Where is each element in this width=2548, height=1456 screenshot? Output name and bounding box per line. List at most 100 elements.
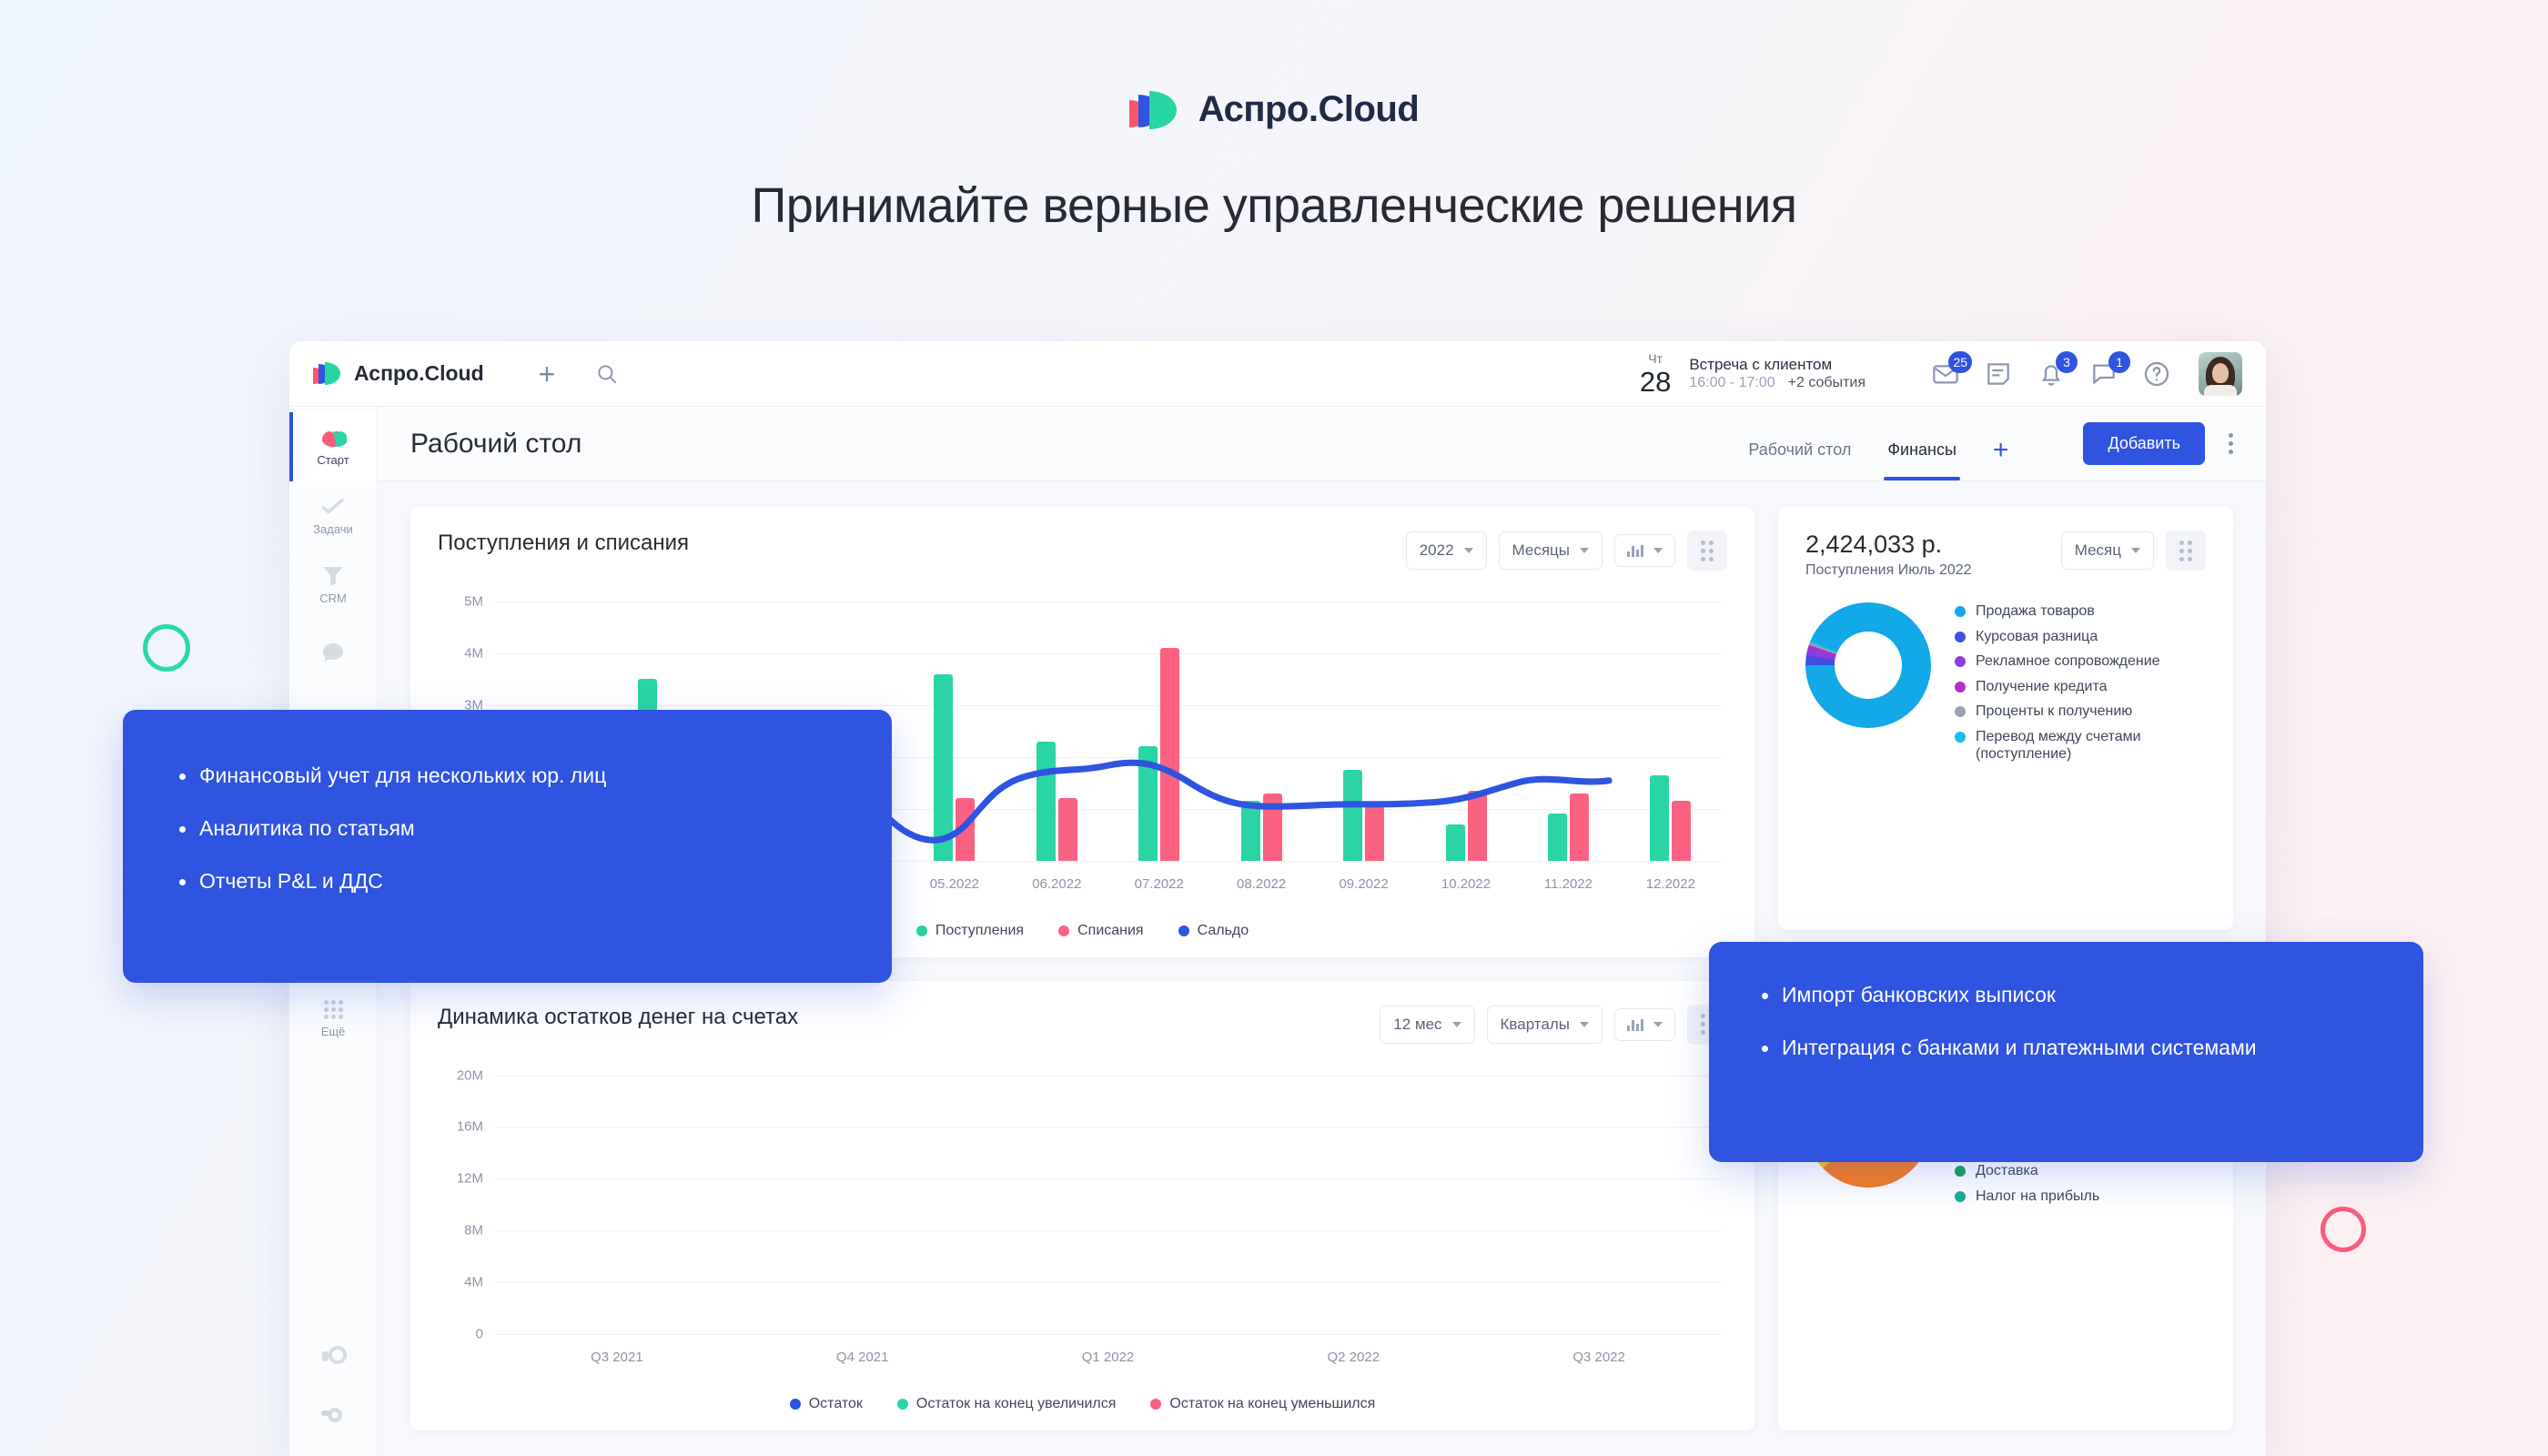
legend-item[interactable]: Курсовая разница — [1955, 628, 2206, 646]
legend-item[interactable]: Остаток на конец увеличился — [896, 1396, 1117, 1412]
legend-dot — [915, 925, 927, 936]
sidebar-item-label-more: Ещё — [320, 1025, 346, 1039]
calendar-date[interactable]: Чт 28 — [1640, 352, 1671, 396]
card-balance-dynamics: Динамика остатков денег на счетах 12 мес… — [410, 980, 1754, 1431]
income-donut-chart[interactable] — [1805, 602, 1931, 729]
year-select[interactable]: 2022 — [1405, 531, 1487, 570]
legend-label: Налог на прибыль — [1976, 1188, 2100, 1204]
tab-dashboard[interactable]: Рабочий стол — [1748, 440, 1852, 459]
aspro-logo-mark-small — [313, 362, 344, 385]
ytick-20m: 20M — [456, 1067, 483, 1083]
granularity-select-value: Кварталы — [1500, 1015, 1570, 1033]
xtick: Q1 2022 — [1081, 1350, 1135, 1365]
promo-logo: Аспро.Cloud — [0, 89, 2548, 130]
bell-icon[interactable]: 3 — [2037, 350, 2078, 389]
card-balance-dynamics-title: Динамика остатков денег на счетах — [438, 1004, 799, 1029]
bar-chart-icon — [1627, 1018, 1643, 1031]
sidebar-item-label-tasks: Задачи — [313, 522, 353, 537]
mail-icon[interactable]: 25 — [1931, 350, 1972, 389]
note-icon[interactable] — [1984, 359, 2013, 389]
legend-item[interactable]: Перевод между счетами (поступление) — [1955, 728, 2206, 763]
legend-dot — [1955, 681, 1966, 693]
legend-dot — [1955, 706, 1966, 718]
card-income-expense-title: Поступления и списания — [438, 531, 690, 555]
card-income-donut: 2,424,033 р. Поступления Июль 2022 Месяц — [1778, 507, 2233, 930]
legend-label: Остаток на конец уменьшился — [1169, 1396, 1376, 1411]
legend-item[interactable]: Рекламное сопровождение — [1955, 652, 2206, 671]
mail-badge: 25 — [1948, 350, 1972, 373]
legend-item[interactable]: Сальдо — [1178, 923, 1249, 939]
chevron-down-icon — [1580, 548, 1589, 553]
ytick-0: 0 — [475, 1326, 483, 1342]
support-icon[interactable] — [319, 1343, 347, 1371]
add-tab-icon[interactable]: + — [1992, 434, 2009, 465]
callout-left-item: Финансовый учет для нескольких юр. лиц — [174, 763, 841, 790]
bell-badge: 3 — [2056, 350, 2078, 373]
tab-finance[interactable]: Финансы — [1884, 420, 1960, 480]
sidebar-item-tasks[interactable]: Задачи — [289, 481, 377, 551]
legend-item[interactable]: Доставка — [1955, 1162, 2168, 1180]
legend-item[interactable]: Списания — [1058, 923, 1144, 939]
card-income-expense-controls: 2022 Месяцы — [1405, 531, 1727, 571]
ytick-12m: 12M — [456, 1170, 483, 1187]
bar-group — [1108, 602, 1210, 861]
next-event[interactable]: Встреча с клиентом 16:00 - 17:00 +2 собы… — [1689, 355, 1866, 392]
xtick: Q3 2021 — [591, 1350, 643, 1365]
bar-group — [1415, 602, 1517, 861]
grid-dots-icon — [319, 997, 347, 1021]
sidebar-item-chat[interactable] — [289, 620, 377, 689]
period-select[interactable]: Месяцы — [1498, 531, 1603, 570]
card-income-donut-header: 2,424,033 р. Поступления Июль 2022 Месяц — [1805, 531, 2206, 579]
income-expense-legend: Поступления Списания Сальдо — [438, 914, 1727, 939]
legend-label: Остаток на конец увеличился — [915, 1396, 1117, 1411]
app-brand[interactable]: Аспро.Cloud — [313, 361, 484, 386]
page-title: Рабочий стол — [410, 428, 582, 459]
legend-item[interactable]: Проценты к получению — [1955, 703, 2206, 721]
event-time: 16:00 - 17:00 — [1689, 375, 1775, 391]
help-icon[interactable] — [2142, 359, 2171, 389]
range-select[interactable]: 12 мес — [1380, 1005, 1475, 1044]
dashboard-tabs: Рабочий стол Финансы + — [1748, 407, 2008, 480]
legend-label: Продажа товаров — [1976, 603, 2095, 620]
legend-item[interactable]: Продажа товаров — [1955, 602, 2206, 621]
legend-item[interactable]: Налог на прибыль — [1955, 1188, 2168, 1206]
sidebar-item-label-start: Старт — [317, 453, 349, 468]
sidebar-item-crm[interactable]: CRM — [289, 551, 377, 620]
more-options-icon[interactable] — [2229, 433, 2233, 454]
legend-label: Остаток — [808, 1396, 863, 1411]
gear-icon[interactable] — [319, 1402, 347, 1431]
month-select[interactable]: Месяц — [2060, 531, 2154, 570]
balance-dynamics-xlabels: Q3 2021 Q4 2021 Q1 2022 Q2 2022 Q3 2022 — [494, 1350, 1722, 1365]
legend-item[interactable]: Остаток — [789, 1396, 863, 1412]
drag-handle-icon[interactable] — [1687, 531, 1727, 571]
legend-label: Проценты к получению — [1976, 703, 2133, 720]
sidebar-item-start[interactable]: Старт — [289, 412, 377, 481]
promo-headline: Принимайте верные управленческие решения — [751, 178, 1797, 233]
chart-type-select[interactable] — [1614, 534, 1675, 567]
xtick: Q2 2022 — [1327, 1350, 1380, 1365]
avatar[interactable] — [2199, 351, 2242, 396]
chat-rounded-icon — [319, 641, 347, 664]
topbar-right-group: Чт 28 Встреча с клиентом 16:00 - 17:00 +… — [1640, 350, 2242, 396]
income-donut-legend: Продажа товаров Курсовая разница Рекламн… — [1955, 602, 2206, 763]
legend-dot — [789, 1399, 801, 1410]
legend-dot — [1955, 631, 1966, 642]
drag-handle-icon[interactable] — [2166, 531, 2206, 571]
add-button[interactable]: Добавить — [2083, 422, 2205, 465]
legend-item[interactable]: Получение кредита — [1955, 678, 2206, 696]
legend-item[interactable]: Остаток на конец уменьшился — [1150, 1396, 1375, 1412]
ytick-3m: 3M — [464, 697, 483, 713]
callout-right-list: Импорт банковских выписок Интеграция с б… — [1756, 982, 2376, 1062]
sidebar-item-more[interactable]: Ещё — [289, 984, 377, 1053]
legend-item[interactable]: Поступления — [915, 923, 1024, 939]
granularity-select[interactable]: Кварталы — [1486, 1005, 1603, 1044]
chat-icon[interactable]: 1 — [2089, 350, 2130, 389]
plus-icon[interactable]: + — [538, 357, 556, 390]
search-icon[interactable] — [595, 362, 619, 386]
legend-label: Рекламное сопровождение — [1976, 653, 2160, 670]
chevron-down-icon — [1463, 548, 1473, 553]
callout-right-item: Импорт банковских выписок — [1756, 982, 2376, 1009]
chart-type-select[interactable] — [1614, 1007, 1675, 1041]
chevron-down-icon — [1580, 1021, 1589, 1027]
start-icon — [319, 426, 347, 450]
